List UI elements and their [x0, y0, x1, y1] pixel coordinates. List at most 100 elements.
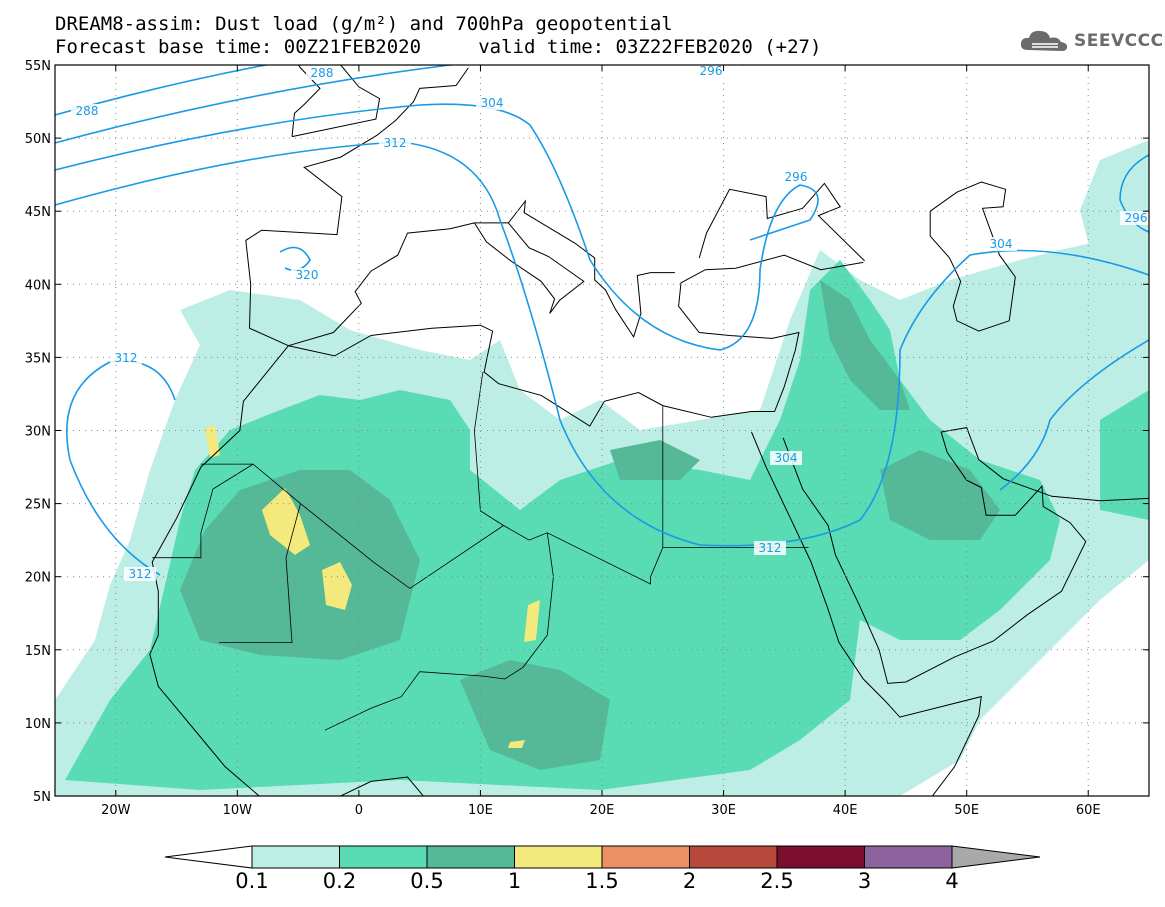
contour-label: 312: [384, 136, 407, 150]
colorbar-label: 2: [683, 869, 696, 893]
coastline-layer: [149, 65, 1149, 884]
lat-tick-label: 40N: [25, 278, 51, 293]
country-border: [473, 371, 504, 526]
contour-label-bg: [985, 237, 1017, 251]
colorbar-label: 1: [508, 869, 521, 893]
contour-label: 304: [775, 451, 798, 465]
logo-text: SEEVCCC: [1074, 31, 1164, 51]
colorbar-label: 2.5: [760, 869, 793, 893]
colorbar-swatch: [776, 845, 865, 869]
geopotential-contour: [66, 360, 176, 576]
lat-tick-label: 50N: [25, 132, 51, 147]
country-border: [200, 405, 664, 589]
colorbar-swatch: [339, 845, 428, 869]
contour-label-bg: [695, 65, 727, 78]
contour-label: 288: [311, 66, 334, 80]
contour-label: 296: [785, 170, 808, 184]
contour-label-bg: [754, 541, 786, 555]
country-border: [219, 503, 301, 643]
lon-tick-label: 30E: [711, 803, 736, 818]
axis-ticks: 55N 50N 45N 40N 35N 30N 25N 20N 15N 10N 5N 20W 10W 0 1…: [25, 59, 1149, 818]
cloud-icon: [1020, 30, 1068, 51]
lon-tick-label: 0: [355, 803, 363, 818]
dust-band-0.5: [180, 470, 420, 660]
lon-tick-label: 20W: [101, 803, 131, 818]
coastline: [473, 222, 585, 314]
lon-tick-label: 10E: [468, 803, 493, 818]
geopotential-contour: [55, 65, 270, 116]
contour-label-bg: [306, 66, 338, 80]
contour-label-bg: [476, 96, 508, 110]
colorbar-label: 0.5: [410, 869, 443, 893]
colorbar-swatch: [426, 845, 515, 869]
dust-fill-layer: [55, 140, 1149, 796]
geopotential-contour: [55, 65, 745, 144]
lon-tick-label: 50E: [954, 803, 979, 818]
geopotential-contour: [430, 30, 520, 40]
seevccc-logo: SEEVCCC: [1018, 26, 1164, 56]
title-line-1: DREAM8-assim: Dust load (g/m²) and 700hP…: [55, 13, 673, 35]
title-line-2: Forecast base time: 00Z21FEB2020 valid t…: [55, 36, 822, 58]
lat-tick-label: 55N: [25, 59, 51, 74]
coastline: [751, 431, 982, 796]
geopotential-contour: [999, 339, 1149, 491]
coastline: [291, 65, 381, 138]
lat-tick-label: 20N: [25, 571, 51, 586]
colorbar-swatch: [251, 845, 340, 869]
dust-band-0.2-e: [1100, 390, 1149, 520]
dust-band-1: [262, 488, 310, 555]
contour-label-bg: [110, 351, 142, 365]
dust-band-0.5-arabia: [880, 450, 1000, 540]
contour-label: 296: [700, 64, 723, 78]
contour-label: 304: [990, 237, 1013, 251]
colorbar-under-triangle: [164, 845, 253, 869]
contour-label: 288: [76, 104, 99, 118]
coastline: [288, 324, 775, 427]
colorbar-swatch: [514, 845, 603, 869]
dust-band-1-e: [508, 740, 525, 748]
colorbar: 0.1 0.2 0.5 1 1.5 2 2.5 3 4: [164, 845, 1041, 893]
lat-tick-label: 10N: [25, 717, 51, 732]
contour-label-bg: [291, 268, 323, 282]
lat-tick-label: 35N: [25, 351, 51, 366]
coastline: [245, 67, 469, 347]
colorbar-swatch: [601, 845, 690, 869]
contour-label-bg: [780, 170, 812, 184]
contour-label: 312: [759, 541, 782, 555]
geopotential-contour-layer: 288 288 296 304 312 320 296 304 296 312 304 312 312: [55, 30, 1149, 581]
contour-label: 312: [115, 351, 138, 365]
lat-tick-label: 5N: [33, 790, 51, 805]
lat-tick-label: 25N: [25, 498, 51, 513]
gridline-layer: [55, 65, 1149, 796]
contour-label: 296: [1125, 211, 1148, 225]
coastline: [782, 427, 1149, 684]
coastline: [288, 199, 675, 347]
coastline: [865, 799, 931, 884]
lat-tick-label: 15N: [25, 644, 51, 659]
colorbar-label: 3: [858, 869, 871, 893]
country-border: [324, 532, 554, 731]
dust-band-0.5-egypt: [610, 440, 700, 480]
dust-band-0.5-s: [460, 660, 610, 770]
contour-label: 320: [296, 268, 319, 282]
colorbar-over-triangle: [951, 845, 1041, 869]
dust-band-1-d: [524, 600, 540, 642]
dust-band-1-c: [205, 425, 220, 458]
colorbar-swatch: [689, 845, 778, 869]
colorbar-label: 4: [945, 869, 958, 893]
lat-tick-label: 45N: [25, 205, 51, 220]
lon-tick-label: 10W: [223, 803, 253, 818]
contour-label-bg: [770, 451, 802, 465]
dust-band-1-b: [322, 562, 352, 610]
contour-label-bg: [1120, 211, 1149, 225]
coastline: [678, 254, 864, 412]
geopotential-contour: [1119, 154, 1149, 233]
geopotential-contour: [55, 103, 819, 351]
colorbar-label: 1.5: [585, 869, 618, 893]
colorbar-label: 0.2: [323, 869, 356, 893]
contour-label: 312: [129, 567, 152, 581]
lon-tick-label: 40E: [833, 803, 858, 818]
colorbar-label: 0.1: [235, 869, 268, 893]
contour-label-bg: [379, 136, 411, 150]
